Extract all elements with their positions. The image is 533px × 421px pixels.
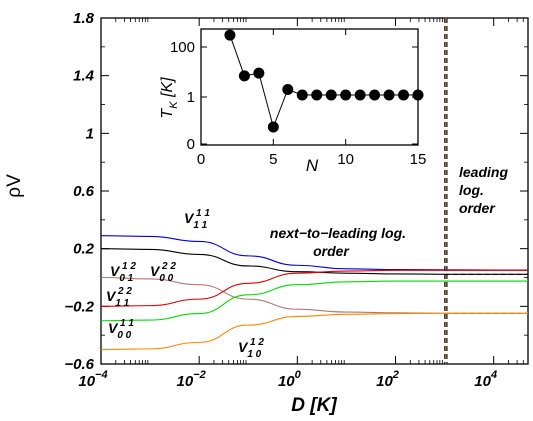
inset-y-tick-label: 100 — [170, 39, 195, 56]
x-tick-label: 102 — [376, 369, 399, 390]
main-x-axis-title: D [K] — [291, 395, 337, 416]
series-label-sup: 1 2 — [250, 337, 264, 348]
inset-point — [311, 89, 323, 101]
series-labels: V1 11 1V0 11 2 V0 02 2V1 12 2V0 01 1V1 01… — [106, 208, 264, 360]
inset-x-tick-label: 10 — [337, 151, 354, 168]
main-y-tick-labels: −0.6 −0.2 0.2 0.6 1 1.4 1.8 — [64, 10, 94, 373]
series-label: V0 1 — [110, 263, 134, 284]
inset-point — [224, 29, 236, 41]
annotation-next-to-leading-line1: next−to−leading log. — [270, 225, 406, 241]
x-tick-label: 10−2 — [177, 369, 206, 390]
inset-point — [412, 89, 424, 101]
inset-point — [267, 121, 279, 133]
series-label: V1 0 — [238, 339, 262, 360]
y-tick-label: 1.8 — [73, 10, 95, 27]
inset-point — [253, 67, 265, 79]
inset-point — [340, 89, 352, 101]
y-tick-label: −0.6 — [64, 356, 94, 373]
inset-x-tick-label: 0 — [197, 151, 205, 168]
crossover-lines — [444, 18, 528, 364]
inset-point — [282, 83, 294, 95]
inset-point — [354, 89, 366, 101]
main-y-axis-title: ρV — [4, 174, 25, 198]
x-tick-label: 100 — [278, 369, 302, 390]
inset-x-tick-labels: 0 5 10 15 — [197, 151, 427, 168]
x-tick-label: 104 — [474, 369, 497, 390]
series-label-sup: 1 1 — [120, 318, 134, 329]
annotation-next-to-leading-line2: order — [313, 243, 350, 259]
series-label: V0 0 — [150, 263, 174, 284]
main-x-tick-labels: 10−4 10−2 100 102 104 — [78, 369, 497, 390]
inset-point — [325, 89, 337, 101]
inset-x-tick-label: 15 — [410, 151, 427, 168]
series-label: V1 1 — [184, 210, 208, 231]
annotation-leading-line3: order — [459, 200, 496, 216]
annotation-leading-line1: leading — [459, 164, 508, 180]
inset-x-axis-title: N — [306, 156, 319, 175]
inset-y-tick-label: 0 — [187, 136, 195, 153]
inset-y-axis-title: TK [K] — [159, 77, 180, 119]
y-tick-label: −0.2 — [64, 298, 94, 315]
inset-y-tick-labels: 100 1 0 — [170, 39, 195, 153]
inset-plot-frame — [200, 28, 419, 146]
inset-y-tick-label: 1 — [187, 89, 195, 106]
series-label: V1 1 — [106, 288, 130, 309]
series-label-sup: 1 1 — [196, 208, 210, 219]
series-line — [100, 269, 528, 307]
inset-point — [369, 89, 381, 101]
y-tick-label: 1 — [86, 125, 94, 142]
inset-point — [398, 89, 410, 101]
series-label: V0 0 — [108, 320, 132, 341]
y-tick-label: 0.6 — [73, 183, 95, 200]
x-tick-label: 10−4 — [78, 369, 107, 390]
y-tick-label: 1.4 — [73, 68, 95, 85]
series-label-sup: 2 2 — [117, 286, 132, 297]
y-tick-label: 0.2 — [73, 241, 95, 258]
series-line — [100, 312, 528, 351]
series-label-sup: 1 2 — [122, 261, 136, 272]
series-line — [100, 280, 528, 322]
inset-point — [383, 89, 395, 101]
inset-x-tick-label: 5 — [269, 151, 277, 168]
annotation-leading-line2: log. — [459, 182, 484, 198]
inset-content — [200, 29, 424, 145]
inset-point — [238, 70, 250, 82]
inset-point — [296, 89, 308, 101]
series-label-sup: 2 2 — [161, 261, 176, 272]
